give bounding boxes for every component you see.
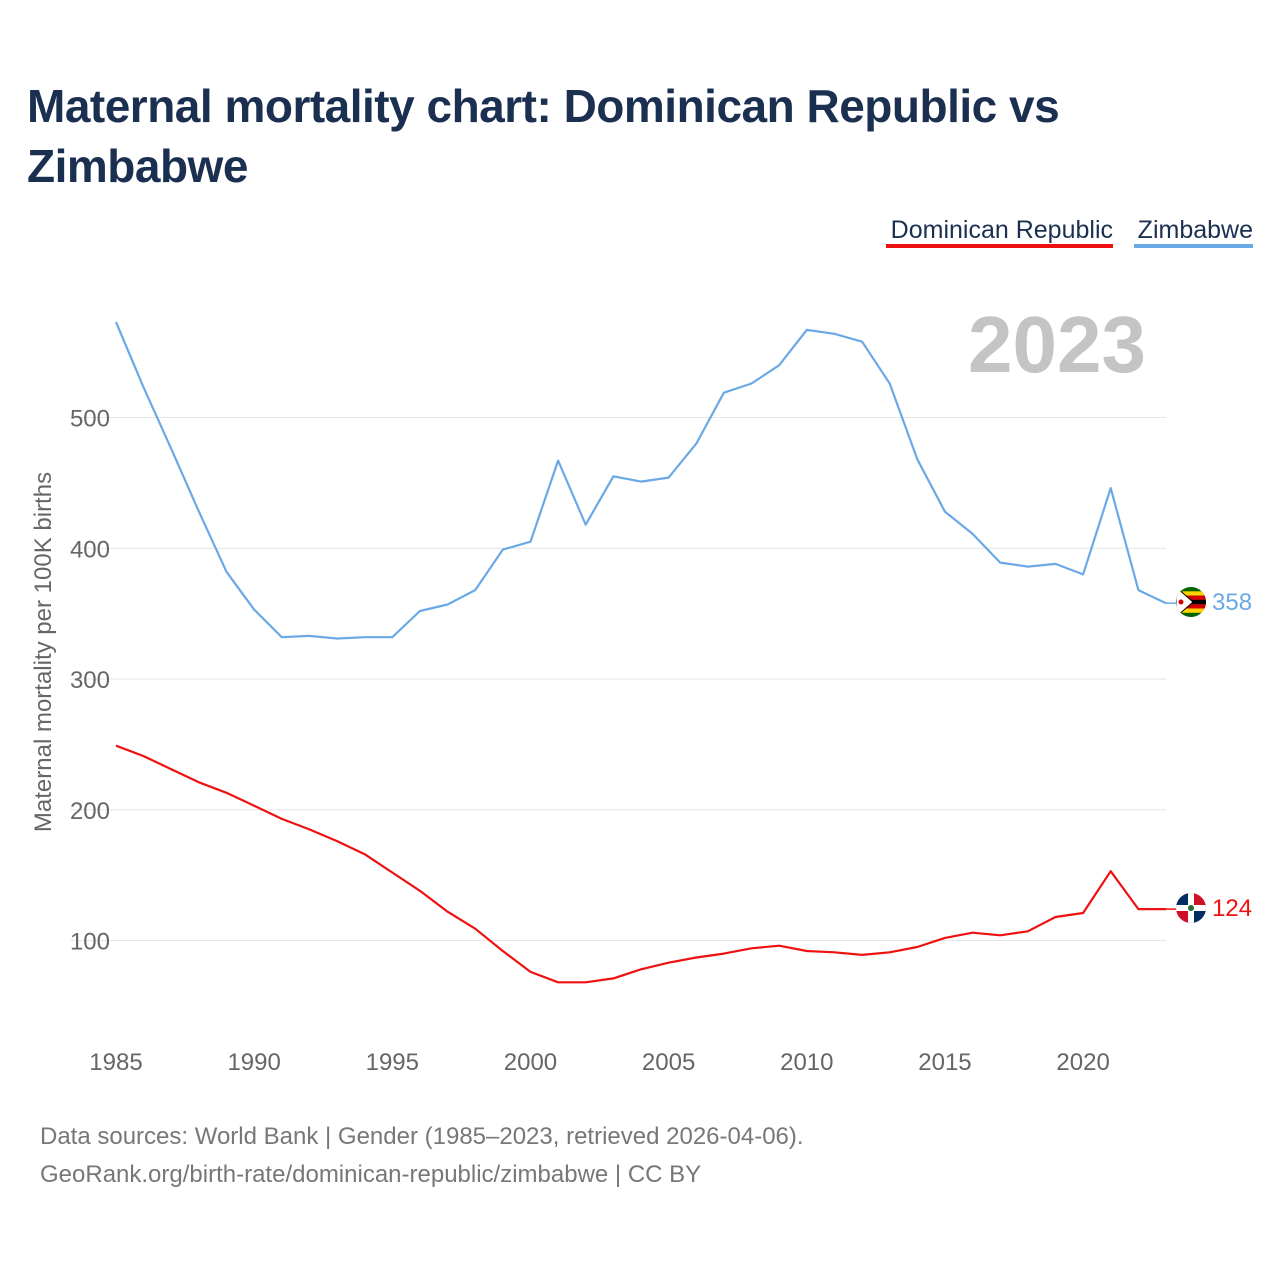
y-tick-label: 400 xyxy=(70,536,110,563)
x-tick-label: 2005 xyxy=(642,1049,695,1076)
end-value-dominican-republic: 124 xyxy=(1212,895,1252,922)
x-tick-label: 2015 xyxy=(918,1049,971,1076)
series-line-dominican-republic[interactable] xyxy=(115,744,1166,984)
chart-title: Maternal mortality chart: Dominican Repu… xyxy=(27,80,1060,192)
credit-link[interactable]: GeoRank.org/birth-rate/dominican-republi… xyxy=(40,1161,702,1188)
legend: Dominican Republic Zimbabwe xyxy=(886,216,1253,248)
x-tick-label: 2020 xyxy=(1056,1049,1109,1076)
x-axis-ticks: 1985 1990 1995 2000 2005 2010 2015 2020 xyxy=(89,1049,1109,1076)
y-tick-label: 300 xyxy=(70,667,110,694)
zimbabwe-flag-icon xyxy=(1176,587,1206,617)
y-tick-label: 200 xyxy=(70,798,110,825)
end-value-zimbabwe: 358 xyxy=(1212,589,1252,616)
footer: Data sources: World Bank | Gender (1985–… xyxy=(40,1118,1240,1194)
series-lines xyxy=(114,321,1176,984)
dominican-republic-flag-icon xyxy=(1176,893,1206,923)
x-tick-label: 2010 xyxy=(780,1049,833,1076)
year-label: 2023 xyxy=(968,300,1146,389)
legend-swatch-zimbabwe xyxy=(1134,244,1253,248)
legend-swatch-dominican-republic xyxy=(886,244,1113,248)
data-source-note: Data sources: World Bank | Gender (1985–… xyxy=(40,1123,804,1150)
x-tick-label: 1990 xyxy=(227,1049,280,1076)
y-axis-ticks: 100 200 300 400 500 xyxy=(70,406,110,956)
legend-item-dominican-republic[interactable]: Dominican Republic xyxy=(891,216,1113,244)
y-tick-label: 100 xyxy=(70,929,110,956)
y-axis-title: Maternal mortality per 100K births xyxy=(30,472,57,832)
x-tick-label: 2000 xyxy=(504,1049,557,1076)
gridlines xyxy=(70,417,1166,941)
series-line-zimbabwe[interactable] xyxy=(114,321,1167,640)
y-tick-label: 500 xyxy=(70,406,110,433)
x-tick-label: 1985 xyxy=(89,1049,142,1076)
legend-item-zimbabwe[interactable]: Zimbabwe xyxy=(1138,216,1253,244)
x-tick-label: 1995 xyxy=(366,1049,419,1076)
